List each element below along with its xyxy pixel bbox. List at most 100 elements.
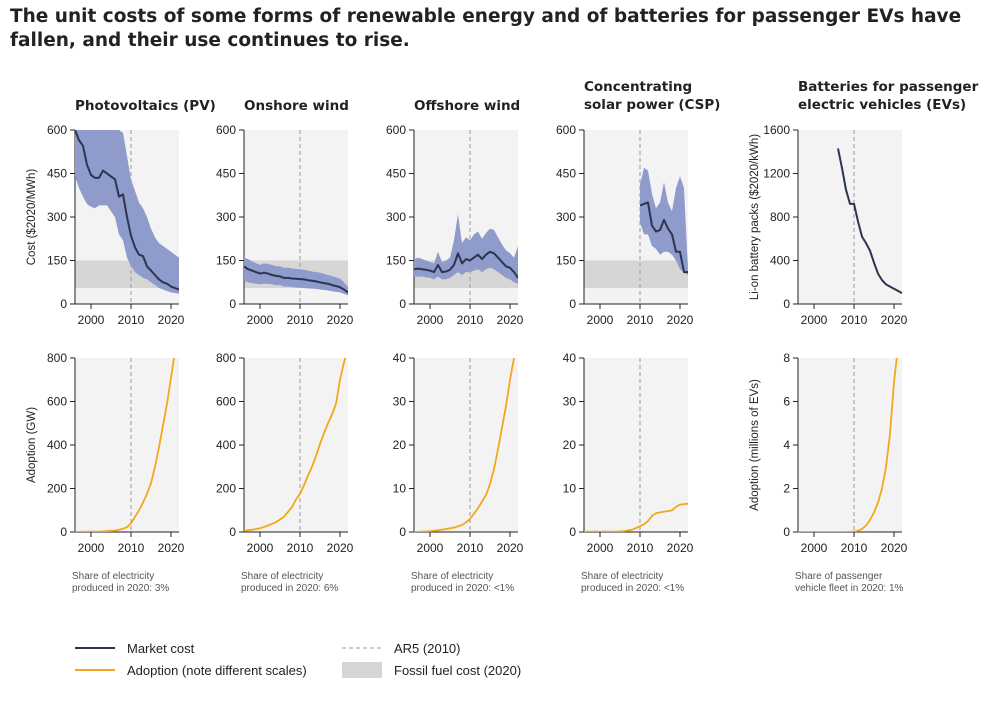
- cost-range-band: [414, 214, 518, 284]
- x-tick-label: 2020: [881, 541, 908, 555]
- panel-title: Offshore wind: [414, 98, 520, 114]
- legend-item-ar5-dashed: AR5 (2010): [342, 641, 460, 656]
- adoption-line: [414, 358, 515, 532]
- panel-4: Batteries for passenger electric vehicles…: [749, 79, 979, 327]
- adoption-line: [798, 358, 898, 532]
- x-tick-label: 2010: [457, 313, 484, 327]
- y-axis-label: Cost ($2020/MWh): [26, 169, 38, 266]
- y-tick-label: 10: [393, 482, 407, 496]
- panel-title: Onshore wind: [244, 98, 349, 114]
- plot-area: [798, 130, 902, 304]
- legend-item-fossil-band: Fossil fuel cost (2020): [342, 662, 521, 678]
- y-tick-label: 600: [47, 395, 67, 409]
- y-tick-label: 1600: [763, 123, 790, 137]
- y-tick-label: 40: [393, 351, 407, 365]
- legend-label: Market cost: [127, 641, 195, 656]
- y-tick-label: 200: [216, 482, 236, 496]
- x-tick-label: 2010: [627, 313, 654, 327]
- panel-0: Photovoltaics (PV) 0 150 300 450 600 2000 2010 2…: [26, 98, 216, 327]
- y-tick-label: 200: [47, 482, 67, 496]
- y-tick-label: 8: [783, 351, 790, 365]
- y-tick-label: 450: [556, 167, 576, 181]
- x-tick-label: 2020: [497, 541, 524, 555]
- market-cost-line: [244, 265, 348, 294]
- legend-label: AR5 (2010): [394, 641, 460, 656]
- y-tick-label: 1200: [763, 167, 790, 181]
- x-tick-label: 2010: [841, 541, 868, 555]
- x-tick-label: 2020: [327, 541, 354, 555]
- x-tick-label: 2020: [327, 313, 354, 327]
- y-tick-label: 0: [399, 525, 406, 539]
- y-tick-label: 0: [569, 297, 576, 311]
- x-tick-label: 2000: [247, 541, 274, 555]
- x-tick-label: 2000: [417, 541, 444, 555]
- y-tick-label: 450: [386, 167, 406, 181]
- y-tick-label: 600: [556, 123, 576, 137]
- plot-area: [584, 358, 688, 532]
- x-tick-label: 2010: [287, 541, 314, 555]
- y-tick-label: 20: [563, 438, 577, 452]
- panel-2: Offshore wind 0 150 300 450 600 2000 2010 2020: [386, 98, 524, 327]
- panel-5: 0 200 400 600 800 2000 2010 2020 Adoption (GW) Sh…: [26, 351, 185, 594]
- plot-area: [414, 358, 518, 532]
- legend-label: Adoption (note different scales): [127, 663, 307, 678]
- x-tick-label: 2000: [247, 313, 274, 327]
- market-cost-line: [75, 130, 179, 291]
- y-tick-label: 600: [216, 395, 236, 409]
- y-tick-label: 400: [47, 438, 67, 452]
- share-note: Share of electricity produced in 2020: <1…: [411, 571, 514, 594]
- panel-title: Batteries for passenger electric vehicles…: [798, 79, 979, 113]
- y-tick-label: 800: [47, 351, 67, 365]
- x-tick-label: 2000: [587, 541, 614, 555]
- panel-1: Onshore wind 0 150 300 450 600 2000 2010 2020: [216, 98, 354, 327]
- y-tick-label: 2: [783, 482, 790, 496]
- x-tick-label: 2020: [667, 313, 694, 327]
- y-tick-label: 600: [216, 123, 236, 137]
- y-tick-label: 0: [229, 525, 236, 539]
- y-tick-label: 6: [783, 395, 790, 409]
- x-tick-label: 2010: [841, 313, 868, 327]
- y-tick-label: 150: [216, 254, 236, 268]
- x-tick-label: 2000: [78, 313, 105, 327]
- y-axis-label: Adoption (GW): [26, 407, 38, 483]
- panel-title: Concentrating solar power (CSP): [584, 79, 720, 113]
- y-tick-label: 0: [783, 525, 790, 539]
- x-tick-label: 2000: [78, 541, 105, 555]
- x-tick-label: 2020: [881, 313, 908, 327]
- y-tick-label: 450: [216, 167, 236, 181]
- share-note: Share of passenger vehicle fleet in 2020:…: [795, 571, 904, 594]
- share-note: Share of electricity produced in 2020: 3%: [72, 571, 169, 594]
- y-tick-label: 450: [47, 167, 67, 181]
- share-note: Share of electricity produced in 2020: 6%: [241, 571, 338, 594]
- y-tick-label: 0: [229, 297, 236, 311]
- y-tick-label: 150: [47, 254, 67, 268]
- y-tick-label: 400: [770, 254, 790, 268]
- legend-label: Fossil fuel cost (2020): [394, 663, 521, 678]
- y-tick-label: 40: [563, 351, 577, 365]
- y-tick-label: 10: [563, 482, 577, 496]
- market-cost-line: [639, 201, 688, 274]
- x-tick-label: 2000: [801, 313, 828, 327]
- x-tick-label: 2020: [158, 313, 185, 327]
- y-tick-label: 0: [569, 525, 576, 539]
- x-tick-label: 2010: [287, 313, 314, 327]
- x-tick-label: 2020: [667, 541, 694, 555]
- fossil-fuel-cost-band: [584, 260, 688, 289]
- y-tick-label: 300: [556, 210, 576, 224]
- x-tick-label: 2010: [118, 541, 145, 555]
- y-tick-label: 600: [386, 123, 406, 137]
- x-tick-label: 2010: [627, 541, 654, 555]
- panel-8: 0 10 20 30 40 2000 2010 2020 Share of electricit…: [563, 351, 694, 594]
- y-tick-label: 0: [60, 525, 67, 539]
- plot-area: [244, 358, 348, 532]
- x-tick-label: 2000: [417, 313, 444, 327]
- y-tick-label: 30: [393, 395, 407, 409]
- x-tick-label: 2020: [497, 313, 524, 327]
- y-tick-label: 20: [393, 438, 407, 452]
- y-tick-label: 30: [563, 395, 577, 409]
- plot-area: [75, 358, 179, 532]
- legend-swatch: [342, 662, 382, 678]
- legend-item-adoption-line: Adoption (note different scales): [75, 663, 307, 678]
- y-tick-label: 300: [386, 210, 406, 224]
